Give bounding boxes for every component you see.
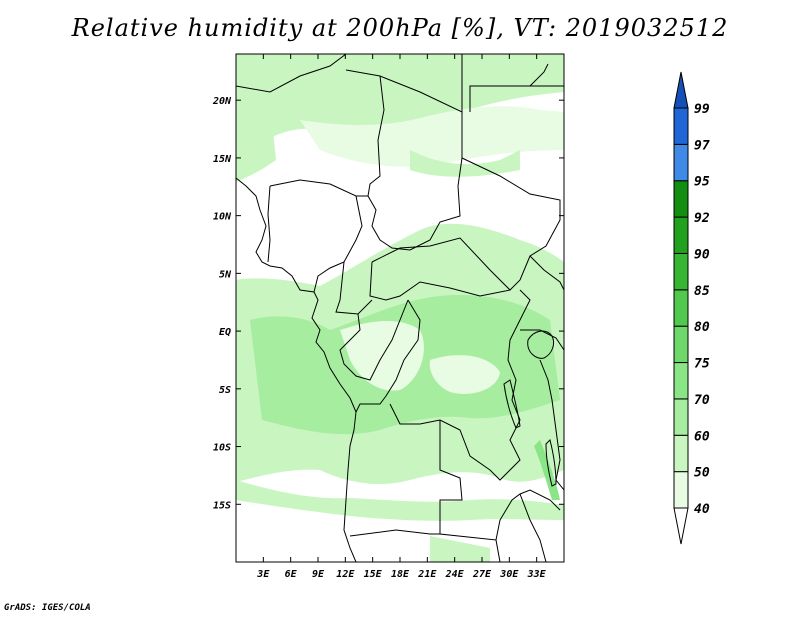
lake-victoria	[527, 330, 555, 359]
lon-tick-label: 30E	[499, 569, 519, 580]
colorbar-segment	[673, 216, 689, 254]
colorbar-segment	[673, 180, 689, 218]
lake-tanganyika	[503, 379, 521, 429]
lon-tick-label: 12E	[336, 569, 355, 580]
colorbar-segment	[673, 252, 689, 291]
humidity-region-south-band	[236, 480, 564, 521]
coastline-west	[236, 177, 357, 562]
colorbar-label: 50	[694, 466, 710, 481]
humidity-band-west	[236, 120, 276, 182]
lat-tick-label: 5N	[219, 269, 232, 280]
colorbar-label: 92	[694, 211, 710, 226]
border-car	[369, 237, 512, 301]
border-chad-west	[367, 75, 463, 251]
lon-tick-label: 9E	[312, 569, 325, 580]
humidity-region-congo-light-2	[429, 355, 500, 394]
border-egypt-sudan	[469, 85, 564, 112]
map-title: Relative humidity at 200hPa [%], VT: 201…	[71, 14, 729, 42]
border-sudan-south	[461, 157, 561, 291]
colorbar-segment	[673, 325, 689, 364]
colorbar-label: 95	[694, 175, 710, 190]
colorbar: 40 50 60 70 75 80 85 90 92 95 97 99	[673, 71, 710, 545]
colorbar-label: 99	[694, 102, 710, 117]
colorbar-segment	[673, 289, 689, 327]
humidity-band-northeast	[410, 150, 520, 177]
colorbar-label: 85	[694, 284, 710, 299]
humidity-shading	[236, 54, 564, 562]
colorbar-segment	[673, 107, 689, 145]
red-sea-coast	[529, 63, 549, 87]
lon-tick-label: 18E	[391, 569, 410, 580]
lon-tick-label: 33E	[527, 569, 547, 580]
colorbar-lower-triangle	[673, 507, 689, 545]
colorbar-label: 70	[694, 393, 710, 408]
lon-tick-label: 6E	[285, 569, 298, 580]
lat-tick-label: EQ	[219, 327, 231, 338]
colorbar-segment	[673, 434, 689, 473]
colorbar-label: 75	[694, 357, 710, 372]
border-niger-algeria	[236, 54, 347, 93]
colorbar-segment	[673, 143, 689, 182]
border-drc	[355, 289, 531, 481]
border-namibia	[349, 529, 440, 537]
humidity-band-sahara-light	[300, 106, 564, 167]
lon-tick-label: 27E	[472, 569, 492, 580]
lon-tick-label: 21E	[417, 569, 437, 580]
lake-malawi	[545, 439, 557, 487]
colorbar-label: 97	[694, 138, 710, 153]
colorbar-segment	[673, 398, 689, 436]
country-borders	[236, 54, 564, 562]
lat-tick-label: 15S	[213, 500, 231, 511]
colorbar-label: 40	[694, 502, 710, 517]
humidity-region-far-south	[430, 536, 490, 562]
colorbar-segment	[673, 362, 689, 400]
grads-credit: GrADS: IGES/COLA	[4, 603, 91, 613]
colorbar-segment	[673, 471, 689, 509]
humidity-band-sahara-north	[236, 54, 564, 158]
lat-tick-label: 10S	[213, 443, 231, 454]
lon-tick-label: 3E	[256, 569, 270, 580]
border-congo	[339, 299, 409, 381]
colorbar-label: 60	[694, 429, 710, 444]
lat-tick-label: 20N	[212, 96, 232, 107]
colorbar-upper-triangle	[673, 71, 689, 109]
map-axes: 3E 6E 9E 12E 15E 18E 21E 24E 27E 30E 33E 20N 15N 10N 5…	[212, 54, 564, 580]
colorbar-label: 80	[694, 320, 710, 335]
lat-tick-label: 5S	[219, 385, 231, 396]
border-cameroon	[335, 261, 373, 315]
colorbar-label: 90	[694, 247, 710, 262]
border-libya-chad	[345, 54, 463, 113]
lat-tick-label: 15N	[213, 154, 232, 165]
lon-tick-label: 15E	[364, 569, 383, 580]
border-mozambique	[495, 493, 547, 562]
lat-tick-label: 10N	[213, 212, 232, 223]
lon-tick-label: 24E	[445, 569, 465, 580]
